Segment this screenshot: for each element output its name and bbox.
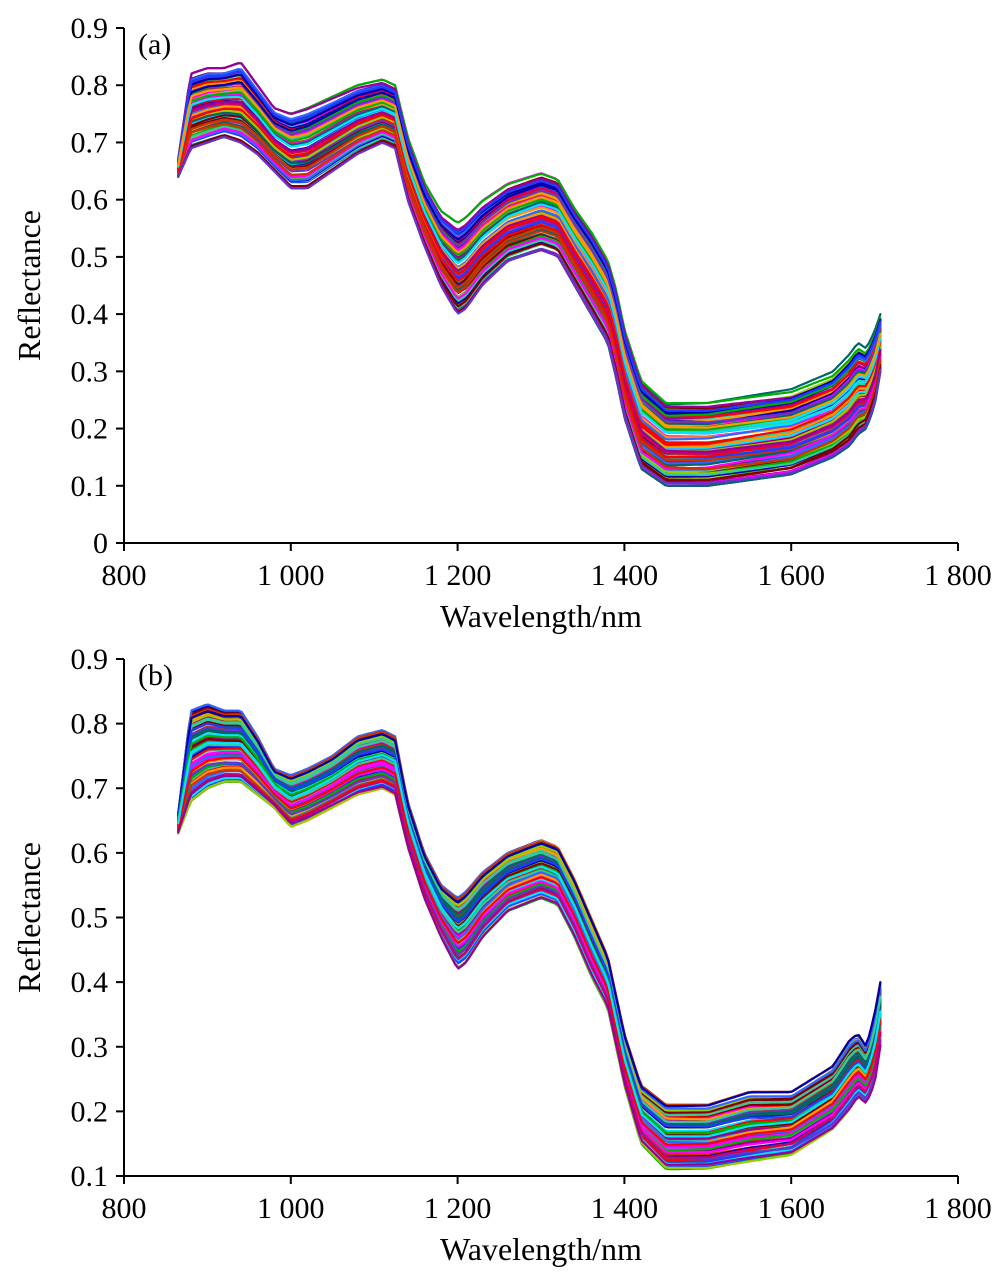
spectrum-line-a-101	[177, 127, 882, 471]
y-tick-label-a-2: 0.2	[71, 413, 109, 446]
x-tick-label-a-3: 1 400	[591, 559, 659, 592]
spectrum-line-b-95	[177, 708, 882, 1107]
spectrum-line-b-55	[177, 766, 882, 1155]
spectrum-line-b-70	[177, 706, 882, 1114]
y-tick-label-b-6: 0.7	[71, 772, 109, 805]
y-tick-label-b-4: 0.5	[71, 902, 109, 935]
panel-label-a: (a)	[138, 28, 171, 61]
y-tick-label-a-5: 0.5	[71, 241, 109, 274]
y-tick-label-a-8: 0.8	[71, 69, 109, 102]
spectrum-line-b-93	[177, 774, 882, 1167]
spectrum-line-b-98	[177, 756, 882, 1146]
spectrum-line-b-20	[177, 763, 882, 1150]
spectrum-line-b-88	[177, 761, 882, 1160]
spectrum-line-b-41	[177, 703, 882, 1110]
spectra-group-b	[177, 703, 882, 1171]
spectrum-line-a-109	[177, 100, 882, 453]
x-tick-label-b-5: 1 800	[924, 1192, 992, 1225]
x-tick-label-b-1: 1 000	[257, 1192, 325, 1225]
y-tick-label-a-9: 0.9	[71, 12, 109, 45]
x-tick-label-a-1: 1 000	[257, 559, 325, 592]
y-tick-label-a-7: 0.7	[71, 126, 109, 159]
spectrum-line-a-95	[177, 118, 882, 462]
spectrum-line-b-27	[177, 705, 882, 1107]
y-tick-label-b-1: 0.2	[71, 1095, 109, 1128]
spectrum-line-a-104	[177, 82, 882, 424]
y-tick-label-a-6: 0.6	[71, 184, 109, 217]
x-axis-title-a: Wavelength/nm	[440, 598, 642, 634]
y-axis-title-b: Reflectance	[11, 842, 47, 993]
y-tick-label-b-2: 0.3	[71, 1031, 109, 1064]
y-tick-label-b-3: 0.4	[71, 966, 109, 999]
spectrum-line-b-36	[177, 711, 882, 1107]
spectrum-line-a-106	[177, 95, 882, 430]
spectrum-line-b-8	[177, 703, 882, 1111]
spectrum-line-a-113	[177, 70, 882, 412]
y-tick-label-a-0: 0	[93, 527, 108, 560]
spectrum-line-b-39	[177, 710, 882, 1107]
y-tick-label-a-4: 0.4	[71, 298, 109, 331]
panel-label-b: (b)	[138, 659, 173, 692]
x-tick-label-a-2: 1 200	[424, 559, 492, 592]
y-tick-label-b-7: 0.8	[71, 708, 109, 741]
y-axis-title-a: Reflectance	[11, 210, 47, 361]
spectrum-line-b-34	[177, 765, 882, 1153]
x-tick-label-b-0: 800	[102, 1192, 147, 1225]
y-tick-label-b-8: 0.9	[71, 643, 109, 676]
spectrum-line-b-64	[177, 705, 882, 1113]
y-tick-label-b-0: 0.1	[71, 1160, 109, 1193]
x-tick-label-b-2: 1 200	[424, 1192, 492, 1225]
spectrum-line-b-76	[177, 703, 882, 1110]
spectrum-line-a-116	[177, 95, 882, 435]
spectrum-line-a-31	[177, 91, 882, 431]
spectrum-line-b-91	[177, 773, 882, 1159]
spectrum-line-a-107	[177, 102, 882, 455]
spectrum-line-b-97	[177, 722, 882, 1128]
y-tick-label-b-5: 0.6	[71, 837, 109, 870]
x-axis-title-b: Wavelength/nm	[440, 1231, 642, 1267]
spectrum-line-b-90	[177, 722, 882, 1127]
chart-panel-a: 800 1 000 1 200 1 400 1 600 1 800 0 0.1 0.2 0.3 0.…	[11, 12, 992, 634]
x-tick-label-b-3: 1 400	[591, 1192, 659, 1225]
spectrum-line-b-62	[177, 718, 882, 1117]
spectra-group-a	[177, 62, 882, 487]
spectrum-line-b-94	[177, 717, 882, 1124]
spectrum-line-a-93	[177, 62, 882, 408]
spectrum-line-a-119	[177, 86, 882, 429]
spectrum-line-b-100	[177, 741, 882, 1138]
spectrum-line-a-111	[177, 122, 882, 470]
spectrum-line-a-114	[177, 107, 882, 447]
x-tick-label-a-5: 1 800	[924, 559, 992, 592]
x-tick-label-a-0: 800	[102, 559, 147, 592]
spectrum-line-b-5	[177, 703, 882, 1107]
spectrum-line-a-120	[177, 135, 882, 485]
x-tick-label-a-4: 1 600	[757, 559, 825, 592]
y-tick-label-a-3: 0.3	[71, 355, 109, 388]
chart-panel-b: 800 1 000 1 200 1 400 1 600 1 800 0.1 0.2 0.3 0.4…	[11, 643, 992, 1267]
spectrum-line-b-96	[177, 710, 882, 1108]
x-tick-label-b-4: 1 600	[757, 1192, 825, 1225]
y-tick-label-a-1: 0.1	[71, 470, 109, 503]
spectrum-line-b-57	[177, 769, 882, 1154]
spectrum-line-b-83	[177, 761, 882, 1152]
